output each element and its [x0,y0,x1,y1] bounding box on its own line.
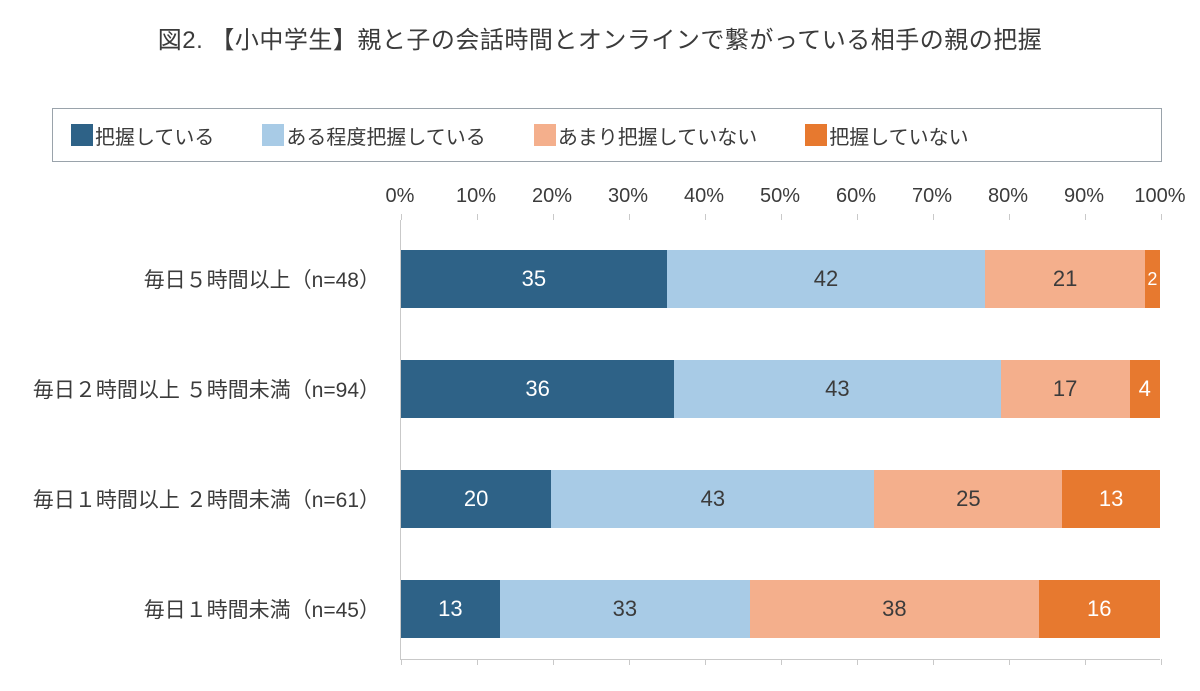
bar-row: 13333816 [401,580,1160,638]
legend-item: 把握していない [805,121,968,150]
x-tick [1085,659,1086,665]
x-tick-label: 0% [386,185,415,208]
legend-item: ある程度把握している [262,121,485,150]
bar-segment: 42 [667,250,986,308]
x-tick [553,214,554,220]
x-axis-labels: 0%10%20%30%40%50%60%70%80%90%100% [400,185,1160,215]
chart-title: 図2. 【小中学生】親と子の会話時間とオンラインで繋がっている相手の親の把握 [0,20,1200,55]
legend-swatch [71,124,93,146]
x-tick [857,659,858,665]
x-tick-label: 20% [532,185,572,208]
bar-row: 3542212 [401,250,1160,308]
x-tick [477,214,478,220]
bar-segment: 38 [750,580,1038,638]
x-tick-label: 30% [608,185,648,208]
x-tick-label: 10% [456,185,496,208]
bar-segment: 13 [401,580,500,638]
legend-label: 把握している [95,121,214,150]
bar-segment: 25 [874,470,1062,528]
x-tick [629,214,630,220]
x-tick [933,214,934,220]
bar-segment: 17 [1001,360,1130,418]
bar-row: 20432513 [401,470,1160,528]
bar-segment: 16 [1039,580,1160,638]
x-tick [781,214,782,220]
x-tick-label: 50% [760,185,800,208]
bar-segment: 13 [1062,470,1160,528]
bar-segment: 33 [500,580,750,638]
bar-segment: 35 [401,250,667,308]
legend-item: 把握している [71,121,214,150]
bar-row: 3643174 [401,360,1160,418]
x-tick [401,659,402,665]
x-tick [705,659,706,665]
bar-segment: 36 [401,360,674,418]
category-label: 毎日５時間以上（n=48） [0,264,380,294]
x-tick [553,659,554,665]
x-tick [1009,659,1010,665]
bar-segment: 43 [551,470,874,528]
plot-area: 354221236431742043251313333816 [400,220,1160,660]
chart-plot: 354221236431742043251313333816 [400,220,1160,660]
legend-swatch [262,124,284,146]
x-tick [1009,214,1010,220]
x-tick [1161,214,1162,220]
category-label: 毎日１時間以上 ２時間未満（n=61） [0,484,380,514]
bar-segment: 4 [1130,360,1160,418]
bar-segment: 20 [401,470,551,528]
legend-item: あまり把握していない [534,121,757,150]
x-tick [857,214,858,220]
x-tick [1085,214,1086,220]
x-tick [1161,659,1162,665]
legend-label: 把握していない [829,121,968,150]
category-label: 毎日２時間以上 ５時間未満（n=94） [0,374,380,404]
x-tick [401,214,402,220]
bar-segment: 2 [1145,250,1160,308]
bar-segment: 21 [985,250,1144,308]
x-tick [705,214,706,220]
x-tick [477,659,478,665]
x-tick-label: 40% [684,185,724,208]
x-tick [629,659,630,665]
category-label: 毎日１時間未満（n=45） [0,594,380,624]
bar-segment: 43 [674,360,1000,418]
x-tick-label: 90% [1064,185,1104,208]
legend-swatch [534,124,556,146]
x-tick [781,659,782,665]
x-tick-label: 80% [988,185,1028,208]
x-tick [933,659,934,665]
legend-label: ある程度把握している [286,121,485,150]
x-tick-label: 100% [1134,185,1185,208]
x-tick-label: 60% [836,185,876,208]
legend-swatch [805,124,827,146]
legend: 把握している ある程度把握している あまり把握していない 把握していない [52,108,1162,162]
legend-label: あまり把握していない [558,121,757,150]
x-tick-label: 70% [912,185,952,208]
